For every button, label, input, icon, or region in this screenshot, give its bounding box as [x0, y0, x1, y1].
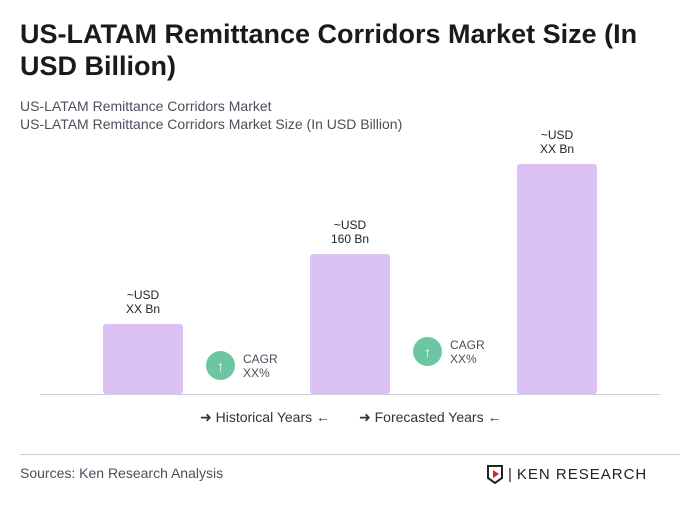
data-label: 160 Bn [331, 232, 369, 246]
bar [103, 324, 183, 394]
page-title: US-LATAM Remittance Corridors Market Siz… [20, 19, 638, 81]
data-label: ~USD [334, 218, 367, 232]
data-label: XX Bn [540, 142, 574, 156]
arrow-up-icon: ↑ [413, 337, 442, 366]
subtitle: US-LATAM Remittance Corridors Market [20, 98, 272, 114]
arrow-up-icon: ↑ [206, 351, 235, 380]
legend-historical: ➜ Historical Years ← [200, 409, 331, 425]
cagr-value: XX% [243, 365, 270, 380]
logo-text: KEN RESEARCH [516, 465, 648, 483]
legend-forecasted: ➜ Forecasted Years ← [359, 409, 502, 425]
bar [517, 164, 597, 394]
logo-icon [487, 465, 503, 484]
cagr-badge-2: ↑ CAGR XX% [413, 337, 485, 366]
ken-research-logo: | KEN RESEARCH [486, 464, 647, 484]
legend-label: Forecasted Years [374, 409, 484, 425]
legend-label: Historical Years [215, 409, 313, 425]
cagr-value: XX% [450, 351, 477, 366]
cagr-label: CAGR [243, 351, 278, 366]
cagr-badge-1: ↑ CAGR XX% [206, 351, 278, 380]
data-label: ~USD [127, 288, 160, 302]
sources: Sources: Ken Research Analysis [20, 465, 224, 481]
cagr-label: CAGR [450, 337, 485, 352]
data-label: ~USD [541, 128, 574, 142]
bar [310, 254, 390, 394]
divider [20, 454, 680, 455]
subtitle-2: US-LATAM Remittance Corridors Market Siz… [20, 116, 403, 132]
data-label: XX Bn [126, 302, 160, 316]
